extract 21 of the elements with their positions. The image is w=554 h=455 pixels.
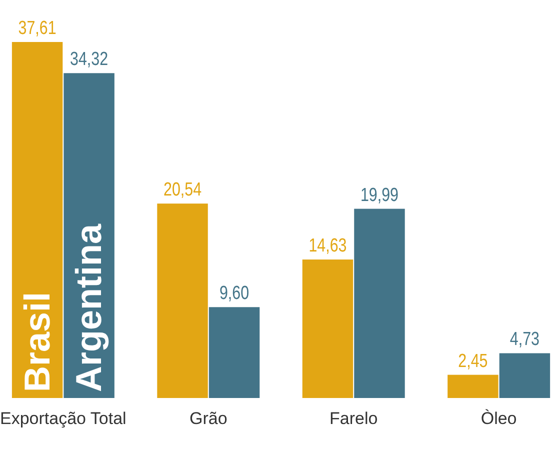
x-tick-label: Grão	[189, 409, 228, 428]
data-label: 9,60	[219, 281, 250, 304]
x-tick-label: Exportação Total	[0, 409, 126, 428]
x-tick-label: Òleo	[480, 409, 517, 428]
bar	[208, 307, 260, 398]
data-label: 2,45	[458, 349, 488, 372]
bar	[157, 204, 208, 398]
bar	[302, 260, 354, 398]
data-label: 34,32	[70, 47, 108, 70]
series-label: Brasil	[16, 292, 58, 392]
bar	[12, 42, 63, 398]
bar	[499, 353, 550, 398]
data-label: 37,61	[18, 16, 56, 38]
data-label: 20,54	[164, 178, 202, 200]
x-tick-label: Farelo	[330, 409, 378, 428]
bar	[448, 374, 498, 398]
data-label: 14,63	[308, 234, 347, 256]
series-label: Argentina	[68, 223, 110, 392]
bar	[354, 208, 405, 398]
data-label: 4,73	[510, 328, 540, 350]
data-label: 19,99	[360, 183, 398, 206]
